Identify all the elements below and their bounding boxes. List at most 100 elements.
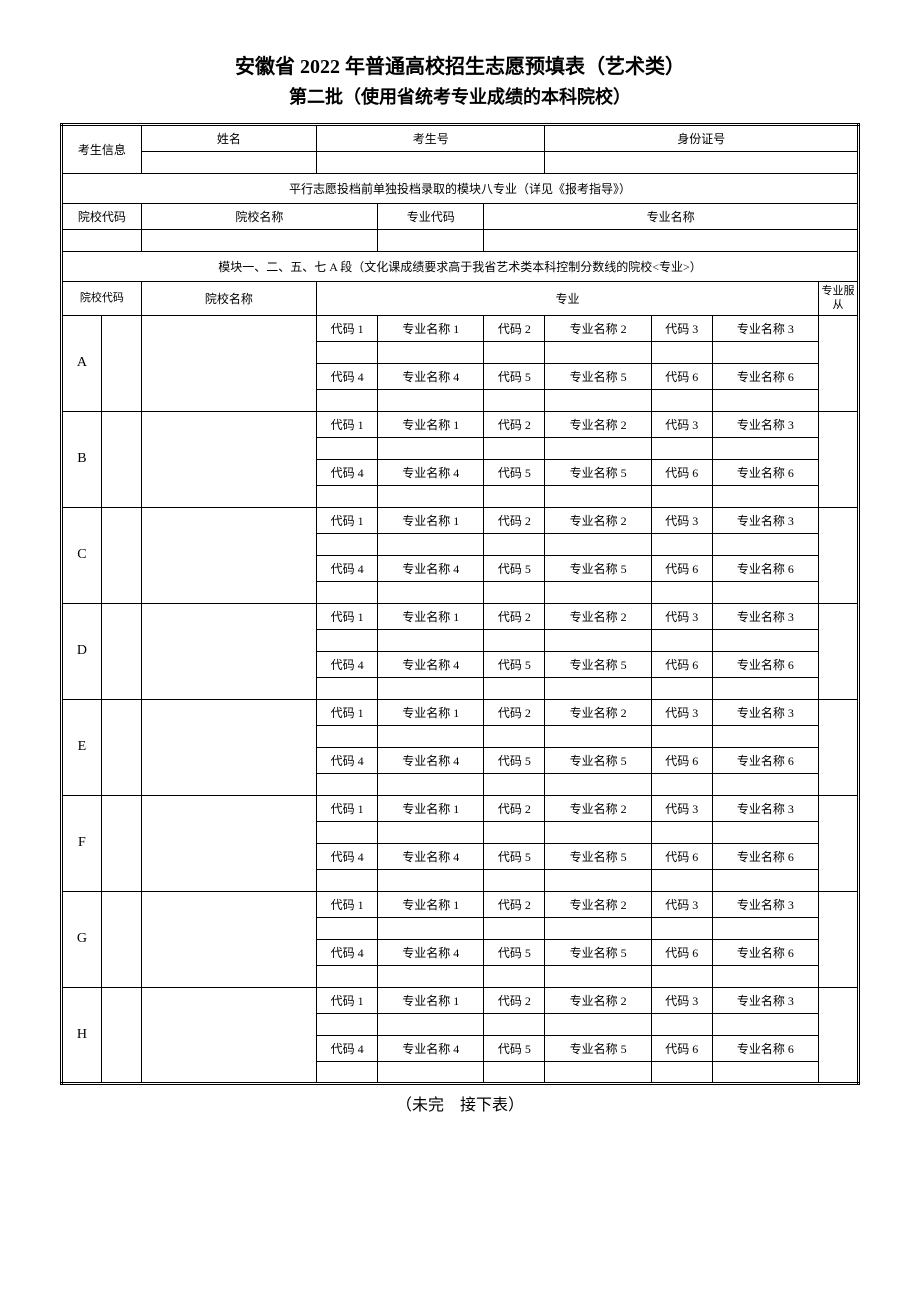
name4-val-D[interactable] xyxy=(378,677,484,699)
code5-val-B[interactable] xyxy=(484,485,545,507)
name2-val-H[interactable] xyxy=(545,1013,651,1035)
school-code-G[interactable] xyxy=(101,891,141,987)
code6-val-G[interactable] xyxy=(651,965,712,987)
name6-val-F[interactable] xyxy=(712,869,818,891)
code3-val-A[interactable] xyxy=(651,341,712,363)
school-code-E[interactable] xyxy=(101,699,141,795)
code1-val-H[interactable] xyxy=(317,1013,378,1035)
code6-val-H[interactable] xyxy=(651,1061,712,1083)
exam-no-value[interactable] xyxy=(317,152,545,174)
obey-D[interactable] xyxy=(819,603,859,699)
name2-val-F[interactable] xyxy=(545,821,651,843)
code3-val-G[interactable] xyxy=(651,917,712,939)
name2-val-G[interactable] xyxy=(545,917,651,939)
code2-val-H[interactable] xyxy=(484,1013,545,1035)
code2-val-E[interactable] xyxy=(484,725,545,747)
code6-val-D[interactable] xyxy=(651,677,712,699)
name5-val-A[interactable] xyxy=(545,389,651,411)
code4-val-D[interactable] xyxy=(317,677,378,699)
code6-val-A[interactable] xyxy=(651,389,712,411)
code2-val-F[interactable] xyxy=(484,821,545,843)
school-name-G[interactable] xyxy=(141,891,316,987)
name1-val-E[interactable] xyxy=(378,725,484,747)
name6-val-E[interactable] xyxy=(712,773,818,795)
code1-val-E[interactable] xyxy=(317,725,378,747)
name5-val-C[interactable] xyxy=(545,581,651,603)
name6-val-C[interactable] xyxy=(712,581,818,603)
name3-val-F[interactable] xyxy=(712,821,818,843)
code1-val-A[interactable] xyxy=(317,341,378,363)
code2-val-C[interactable] xyxy=(484,533,545,555)
code1-val-G[interactable] xyxy=(317,917,378,939)
name3-val-B[interactable] xyxy=(712,437,818,459)
name5-val-G[interactable] xyxy=(545,965,651,987)
code2-val-G[interactable] xyxy=(484,917,545,939)
name4-val-E[interactable] xyxy=(378,773,484,795)
name6-val-B[interactable] xyxy=(712,485,818,507)
code3-val-C[interactable] xyxy=(651,533,712,555)
obey-E[interactable] xyxy=(819,699,859,795)
school-name-F[interactable] xyxy=(141,795,316,891)
code5-val-G[interactable] xyxy=(484,965,545,987)
section1-school-name[interactable] xyxy=(141,230,377,252)
name3-val-D[interactable] xyxy=(712,629,818,651)
name6-val-D[interactable] xyxy=(712,677,818,699)
name5-val-E[interactable] xyxy=(545,773,651,795)
name3-val-E[interactable] xyxy=(712,725,818,747)
code1-val-C[interactable] xyxy=(317,533,378,555)
code5-val-F[interactable] xyxy=(484,869,545,891)
school-code-D[interactable] xyxy=(101,603,141,699)
name-value[interactable] xyxy=(141,152,316,174)
code3-val-F[interactable] xyxy=(651,821,712,843)
name5-val-F[interactable] xyxy=(545,869,651,891)
code4-val-C[interactable] xyxy=(317,581,378,603)
name6-val-G[interactable] xyxy=(712,965,818,987)
code3-val-H[interactable] xyxy=(651,1013,712,1035)
obey-G[interactable] xyxy=(819,891,859,987)
code5-val-H[interactable] xyxy=(484,1061,545,1083)
name4-val-C[interactable] xyxy=(378,581,484,603)
name1-val-D[interactable] xyxy=(378,629,484,651)
name2-val-A[interactable] xyxy=(545,341,651,363)
school-name-E[interactable] xyxy=(141,699,316,795)
name2-val-E[interactable] xyxy=(545,725,651,747)
code6-val-E[interactable] xyxy=(651,773,712,795)
code4-val-F[interactable] xyxy=(317,869,378,891)
name2-val-D[interactable] xyxy=(545,629,651,651)
name4-val-A[interactable] xyxy=(378,389,484,411)
name3-val-A[interactable] xyxy=(712,341,818,363)
code6-val-B[interactable] xyxy=(651,485,712,507)
code2-val-A[interactable] xyxy=(484,341,545,363)
school-code-F[interactable] xyxy=(101,795,141,891)
school-code-C[interactable] xyxy=(101,507,141,603)
code4-val-H[interactable] xyxy=(317,1061,378,1083)
name4-val-F[interactable] xyxy=(378,869,484,891)
code4-val-A[interactable] xyxy=(317,389,378,411)
code3-val-B[interactable] xyxy=(651,437,712,459)
name5-val-B[interactable] xyxy=(545,485,651,507)
code4-val-E[interactable] xyxy=(317,773,378,795)
code4-val-B[interactable] xyxy=(317,485,378,507)
code3-val-E[interactable] xyxy=(651,725,712,747)
name2-val-B[interactable] xyxy=(545,437,651,459)
section1-major-code[interactable] xyxy=(378,230,484,252)
code2-val-B[interactable] xyxy=(484,437,545,459)
name6-val-A[interactable] xyxy=(712,389,818,411)
code5-val-D[interactable] xyxy=(484,677,545,699)
school-name-C[interactable] xyxy=(141,507,316,603)
name2-val-C[interactable] xyxy=(545,533,651,555)
school-name-B[interactable] xyxy=(141,411,316,507)
code1-val-B[interactable] xyxy=(317,437,378,459)
name5-val-H[interactable] xyxy=(545,1061,651,1083)
code6-val-C[interactable] xyxy=(651,581,712,603)
obey-B[interactable] xyxy=(819,411,859,507)
name3-val-C[interactable] xyxy=(712,533,818,555)
school-code-H[interactable] xyxy=(101,987,141,1083)
obey-C[interactable] xyxy=(819,507,859,603)
school-code-A[interactable] xyxy=(101,315,141,411)
school-code-B[interactable] xyxy=(101,411,141,507)
section1-school-code[interactable] xyxy=(62,230,142,252)
name4-val-G[interactable] xyxy=(378,965,484,987)
name1-val-F[interactable] xyxy=(378,821,484,843)
code5-val-E[interactable] xyxy=(484,773,545,795)
